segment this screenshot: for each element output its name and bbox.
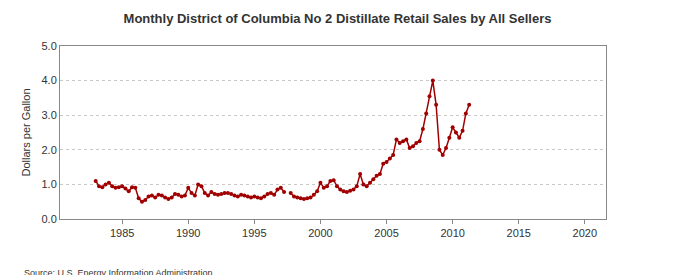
svg-text:Source: U.S. Energy Informatio: Source: U.S. Energy Information Administ… bbox=[24, 268, 213, 275]
svg-text:3.0: 3.0 bbox=[42, 109, 57, 121]
svg-text:2.0: 2.0 bbox=[42, 144, 57, 156]
svg-text:2020: 2020 bbox=[573, 227, 597, 239]
svg-text:Dollars per Gallon: Dollars per Gallon bbox=[20, 88, 32, 176]
svg-text:2000: 2000 bbox=[308, 227, 332, 239]
svg-text:1990: 1990 bbox=[176, 227, 200, 239]
svg-text:Monthly District of Columbia N: Monthly District of Columbia No 2 Distil… bbox=[124, 11, 552, 26]
svg-text:1.0: 1.0 bbox=[42, 178, 57, 190]
svg-text:4.0: 4.0 bbox=[42, 74, 57, 86]
svg-text:1995: 1995 bbox=[242, 227, 266, 239]
svg-text:0.0: 0.0 bbox=[42, 213, 57, 225]
svg-text:2010: 2010 bbox=[440, 227, 464, 239]
svg-text:5.0: 5.0 bbox=[42, 40, 57, 52]
svg-text:2005: 2005 bbox=[374, 227, 398, 239]
svg-text:2015: 2015 bbox=[507, 227, 531, 239]
svg-text:1985: 1985 bbox=[110, 227, 134, 239]
